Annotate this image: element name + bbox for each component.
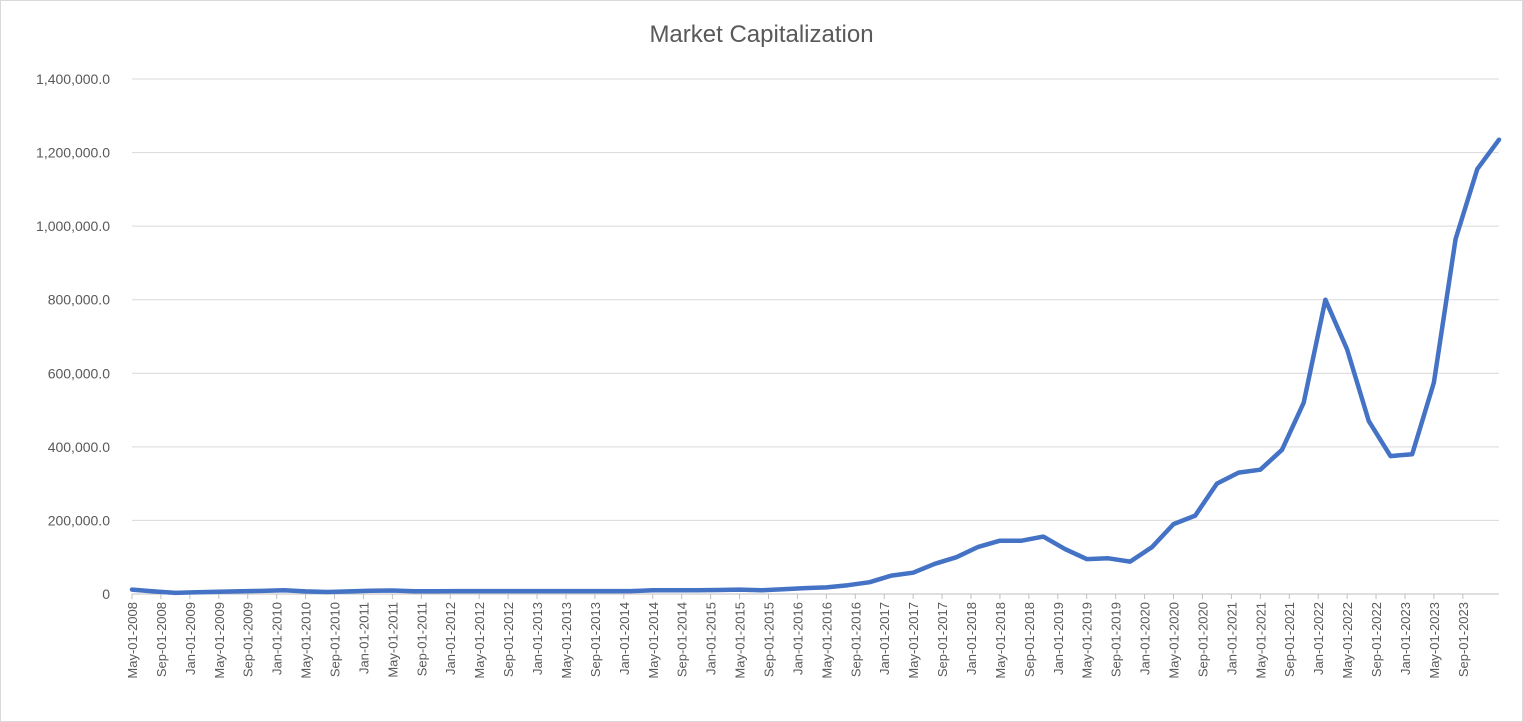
x-tick-label: May-01-2020 — [1167, 602, 1182, 679]
x-tick-label: May-01-2016 — [819, 602, 834, 679]
x-tick-label: May-01-2009 — [212, 602, 227, 679]
x-tick-label: Jan-01-2018 — [964, 602, 979, 675]
x-tick-label: Sep-01-2012 — [501, 602, 516, 677]
x-tick-label: Sep-01-2023 — [1456, 602, 1471, 677]
x-tick-label: Sep-01-2021 — [1282, 602, 1297, 677]
x-tick-label: May-01-2017 — [906, 602, 921, 679]
x-tick-label: Jan-01-2023 — [1398, 602, 1413, 675]
x-tick-label: Sep-01-2010 — [328, 602, 343, 677]
series-line — [129, 137, 1502, 596]
x-tick-label: May-01-2018 — [993, 602, 1008, 679]
y-tick-label: 200,000.0 — [48, 512, 110, 528]
y-tick-label: 1,200,000.0 — [36, 145, 110, 161]
x-tick-label: Sep-01-2019 — [1109, 602, 1124, 677]
x-tick-label: May-01-2012 — [472, 602, 487, 679]
x-tick-label: May-01-2014 — [646, 602, 661, 679]
chart-title: Market Capitalization — [649, 21, 874, 48]
x-tick-label: Jan-01-2022 — [1311, 602, 1326, 675]
x-tick-label: Sep-01-2018 — [1022, 602, 1037, 677]
x-tick-label: Sep-01-2011 — [414, 602, 429, 676]
x-tick-label: May-01-2015 — [733, 602, 748, 679]
x-tick-label: May-01-2023 — [1427, 602, 1442, 679]
x-tick-label: May-01-2011 — [385, 602, 400, 678]
x-tick-label: May-01-2021 — [1253, 602, 1268, 679]
x-tick-label: Sep-01-2014 — [675, 602, 690, 677]
x-tick-label: Jan-01-2015 — [704, 602, 719, 675]
y-tick-label: 1,000,000.0 — [36, 218, 110, 234]
x-tick-label: Sep-01-2016 — [848, 602, 863, 677]
x-tick-label: Jan-01-2020 — [1138, 602, 1153, 675]
x-tick-label: Sep-01-2017 — [935, 602, 950, 677]
x-tick-label: Jan-01-2014 — [617, 602, 632, 675]
x-tick-label: May-01-2022 — [1340, 602, 1355, 679]
x-tick-label: Jan-01-2010 — [270, 602, 285, 675]
x-tick-label: Jan-01-2016 — [790, 602, 805, 675]
x-tick-label: May-01-2013 — [559, 602, 574, 679]
x-tick-label: Jan-01-2012 — [443, 602, 458, 675]
x-tick-label: Sep-01-2008 — [154, 602, 169, 677]
x-tick-label: Jan-01-2009 — [183, 602, 198, 675]
y-tick-label: 1,400,000.0 — [36, 71, 110, 87]
x-tick-label: Jan-01-2011 — [356, 602, 371, 674]
x-tick-label: Sep-01-2009 — [241, 602, 256, 677]
x-tick-label: Sep-01-2013 — [588, 602, 603, 677]
x-tick-label: Jan-01-2013 — [530, 602, 545, 675]
x-tick-label: Sep-01-2022 — [1369, 602, 1384, 677]
x-tick-label: Sep-01-2020 — [1195, 602, 1210, 677]
x-tick-label: May-01-2008 — [125, 602, 140, 679]
x-tick-label: Sep-01-2015 — [761, 602, 776, 677]
y-tick-label: 600,000.0 — [48, 365, 110, 381]
y-tick-label: 400,000.0 — [48, 439, 110, 455]
x-tick-label: Jan-01-2021 — [1224, 602, 1239, 675]
y-tick-label: 800,000.0 — [48, 292, 110, 308]
x-tick-label: May-01-2019 — [1080, 602, 1095, 679]
x-tick-label: Jan-01-2019 — [1051, 602, 1066, 675]
y-tick-label: 0 — [102, 586, 110, 602]
x-tick-label: May-01-2010 — [299, 602, 314, 679]
x-tick-label: Jan-01-2017 — [877, 602, 892, 675]
